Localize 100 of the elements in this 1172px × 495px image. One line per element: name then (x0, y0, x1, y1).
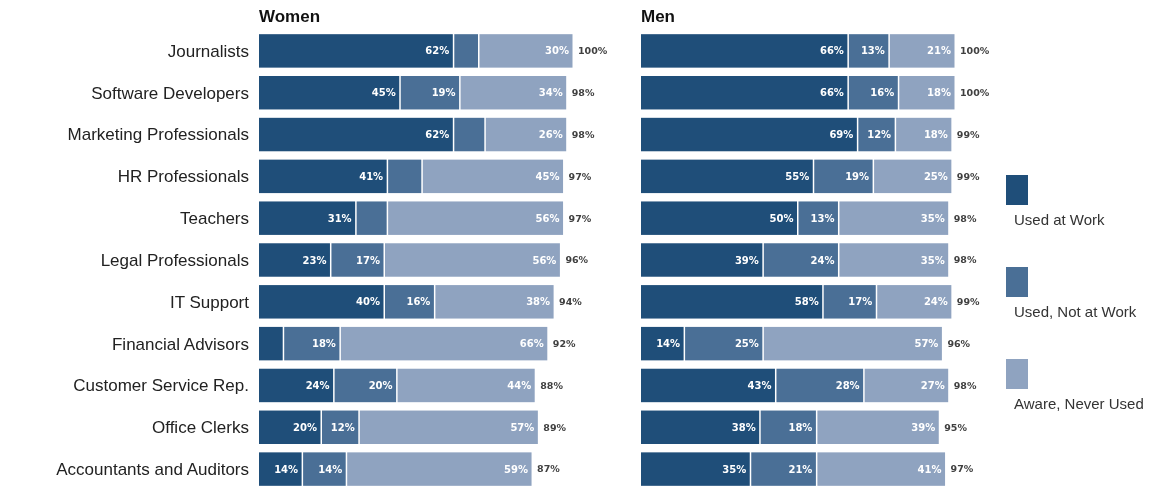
total-label: 99% (956, 170, 981, 182)
y-tick-label: Accountants and Auditors (56, 460, 249, 480)
bar (889, 34, 955, 68)
data-label: 19% (845, 170, 870, 182)
bar (848, 76, 898, 110)
bar (899, 76, 955, 110)
data-label: 57% (914, 338, 939, 350)
y-tick-label: Financial Advisors (111, 334, 249, 354)
bar (839, 243, 949, 277)
bar (641, 34, 848, 68)
data-label: 62% (425, 129, 450, 141)
total-label: 99% (956, 296, 981, 308)
data-label: 50% (769, 212, 794, 224)
data-label: 17% (848, 296, 873, 308)
bar (259, 159, 387, 194)
total-label: 100% (960, 45, 990, 57)
data-label: 28% (835, 379, 860, 391)
data-label: 66% (519, 338, 544, 350)
bar (397, 368, 535, 403)
data-label: 34% (538, 87, 563, 99)
data-label: 66% (819, 87, 844, 99)
total-label: 100% (960, 87, 990, 99)
bar (385, 285, 434, 319)
data-label: 44% (507, 379, 532, 391)
data-label: 39% (734, 254, 759, 266)
data-label: 13% (810, 212, 835, 224)
bar (685, 326, 763, 361)
data-label: 35% (920, 254, 945, 266)
y-tick-label: IT Support (169, 292, 250, 312)
bar (388, 159, 422, 194)
data-label: 59% (504, 463, 529, 475)
bar (641, 452, 750, 486)
bar (284, 326, 340, 361)
data-label: 45% (535, 170, 560, 182)
data-label: 20% (368, 379, 393, 391)
data-label: 14% (274, 463, 299, 475)
bar (400, 76, 460, 110)
bar (763, 243, 838, 277)
total-label: 98% (953, 379, 977, 391)
data-label: 17% (356, 254, 380, 266)
data-label: 18% (927, 87, 951, 99)
data-label: 69% (829, 129, 854, 141)
bar (485, 117, 567, 152)
data-label: 35% (920, 212, 945, 224)
data-label: 38% (526, 296, 551, 308)
total-label: 95% (944, 421, 968, 433)
data-label: 21% (788, 463, 813, 475)
data-label: 56% (532, 254, 557, 266)
bar (641, 285, 823, 319)
bar (334, 368, 397, 403)
bar (259, 76, 400, 110)
bar (454, 34, 478, 68)
bar (798, 201, 838, 235)
data-label: 57% (510, 421, 535, 433)
data-label: 21% (927, 45, 951, 57)
total-label: 97% (568, 212, 592, 224)
bar (259, 285, 384, 319)
data-label: 12% (330, 421, 355, 433)
bar (641, 410, 760, 444)
bar (259, 368, 334, 403)
data-label: 24% (810, 254, 835, 266)
y-tick-label: Customer Service Rep. (73, 376, 249, 396)
data-label: 18% (311, 338, 336, 350)
bar (641, 243, 763, 277)
bar (259, 34, 453, 68)
bar (823, 285, 876, 319)
bar (385, 243, 560, 277)
total-label: 98% (571, 87, 595, 99)
data-label: 26% (538, 129, 563, 141)
total-label: 94% (559, 296, 583, 308)
bar (641, 159, 813, 194)
bar (435, 285, 554, 319)
bar (422, 159, 564, 194)
total-label: 97% (568, 170, 592, 182)
data-label: 25% (734, 338, 759, 350)
data-label: 41% (359, 170, 384, 182)
bar (817, 452, 946, 486)
bar (641, 326, 684, 361)
total-label: 98% (953, 212, 977, 224)
bar (858, 117, 895, 152)
chart-title: Men (641, 7, 675, 26)
bar (839, 201, 949, 235)
data-label: 45% (371, 87, 396, 99)
total-label: 89% (543, 421, 567, 433)
y-tick-label: Software Developers (91, 83, 249, 103)
bar (641, 76, 848, 110)
data-label: 27% (920, 379, 945, 391)
data-label: 30% (545, 45, 569, 57)
bar (303, 452, 346, 486)
bar (259, 452, 302, 486)
bar (874, 159, 952, 194)
legend-label: Used, Not at Work (1014, 303, 1137, 320)
total-label: 92% (552, 337, 577, 349)
total-label: 97% (950, 463, 974, 475)
data-label: 14% (656, 338, 681, 350)
data-label: 38% (731, 421, 756, 433)
data-label: 13% (860, 45, 885, 57)
data-label: 35% (722, 463, 747, 475)
bar (760, 410, 816, 444)
bar (359, 410, 538, 444)
